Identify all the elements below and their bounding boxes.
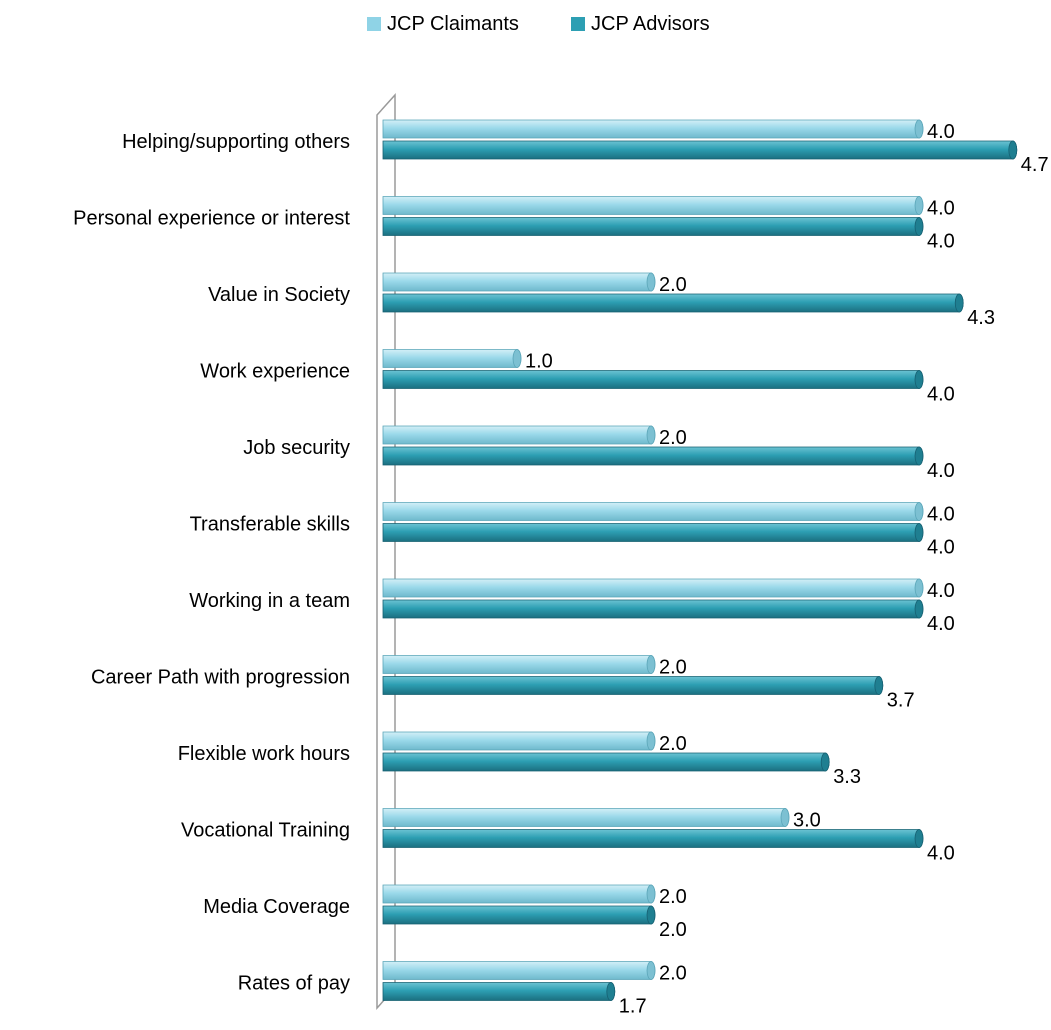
bar-jcp-advisors <box>382 829 924 848</box>
category-label: Value in Society <box>208 284 350 306</box>
data-label-jcp-advisors: 4.0 <box>927 231 955 253</box>
data-label-jcp-claimants: 4.0 <box>927 580 955 602</box>
bar-cap-jcp-advisors <box>914 446 924 466</box>
bar-jcp-advisors <box>382 446 924 466</box>
category-label: Helping/supporting others <box>122 131 350 153</box>
bar-cap-jcp-advisors <box>874 676 884 695</box>
category-label: Personal experience or interest <box>73 208 350 230</box>
data-labels: 4.0 4.7 4.0 4.0 2.0 4.3 1.0 4.0 2.0 4.0 4.0 4.0 4.0 4… <box>525 121 1049 1018</box>
category-label: Working in a team <box>189 590 350 612</box>
legend-label-jcp-claimants: JCP Claimants <box>387 13 519 35</box>
bar-cap-jcp-claimants <box>914 196 924 215</box>
bar-cap-jcp-claimants <box>646 655 656 674</box>
bar-jcp-advisors <box>382 523 924 542</box>
bar-cap-jcp-claimants <box>914 119 924 139</box>
bar-cap-jcp-claimants <box>646 731 656 751</box>
bar-jcp-claimants <box>382 349 522 368</box>
data-label-jcp-advisors: 3.7 <box>887 690 915 712</box>
category-label: Career Path with progression <box>91 667 350 689</box>
bar-cap-jcp-claimants <box>512 349 522 368</box>
bar-cap-jcp-advisors <box>820 752 830 772</box>
bar-cap-jcp-advisors <box>646 905 656 925</box>
category-axis: Helping/supporting others Personal experi… <box>73 93 396 1010</box>
data-label-jcp-advisors: 4.0 <box>927 613 955 635</box>
bar-cap-jcp-claimants <box>646 961 656 980</box>
data-label-jcp-claimants: 4.0 <box>927 198 955 220</box>
bar-cap-jcp-claimants <box>646 425 656 445</box>
category-label: Media Coverage <box>203 896 350 918</box>
bar-jcp-claimants <box>382 961 656 980</box>
data-label-jcp-claimants: 2.0 <box>659 657 687 679</box>
bar-jcp-claimants <box>382 425 656 445</box>
bar-jcp-claimants <box>382 272 656 292</box>
bar-cap-jcp-advisors <box>954 293 964 313</box>
bar-jcp-advisors <box>382 217 924 236</box>
bar-cap-jcp-advisors <box>914 370 924 389</box>
data-label-jcp-claimants: 2.0 <box>659 427 687 449</box>
bar-cap-jcp-advisors <box>914 599 924 619</box>
bar-jcp-advisors <box>382 676 884 695</box>
data-label-jcp-claimants: 2.0 <box>659 963 687 985</box>
data-label-jcp-claimants: 4.0 <box>927 121 955 143</box>
bar-cap-jcp-claimants <box>646 272 656 292</box>
bar-cap-jcp-claimants <box>780 808 790 827</box>
bar-jcp-advisors <box>382 752 830 772</box>
data-label-jcp-advisors: 2.0 <box>659 919 687 941</box>
data-label-jcp-advisors: 4.0 <box>927 460 955 482</box>
category-label: Transferable skills <box>190 514 350 536</box>
bar-jcp-advisors <box>382 140 1018 160</box>
data-label-jcp-advisors: 4.3 <box>967 307 995 329</box>
data-label-jcp-claimants: 2.0 <box>659 886 687 908</box>
bar-cap-jcp-advisors <box>914 829 924 848</box>
bar-cap-jcp-advisors <box>914 523 924 542</box>
bars <box>382 119 1018 1001</box>
data-label-jcp-advisors: 3.3 <box>833 766 861 788</box>
bar-jcp-advisors <box>382 905 656 925</box>
data-label-jcp-claimants: 2.0 <box>659 274 687 296</box>
category-label: Rates of pay <box>238 973 350 995</box>
data-label-jcp-claimants: 2.0 <box>659 733 687 755</box>
bar-cap-jcp-claimants <box>646 884 656 904</box>
data-label-jcp-advisors: 1.7 <box>619 996 647 1018</box>
bar-jcp-claimants <box>382 655 656 674</box>
category-label: Job security <box>243 437 350 459</box>
legend: JCP Claimants JCP Advisors <box>367 13 710 35</box>
bar-jcp-claimants <box>382 196 924 215</box>
legend-swatch-jcp-claimants <box>367 17 381 31</box>
category-label: Flexible work hours <box>178 743 350 765</box>
data-label-jcp-advisors: 4.0 <box>927 537 955 559</box>
bar-jcp-advisors <box>382 982 616 1001</box>
bar-jcp-claimants <box>382 731 656 751</box>
data-label-jcp-advisors: 4.0 <box>927 843 955 865</box>
bar-cap-jcp-claimants <box>914 578 924 598</box>
bar-jcp-claimants <box>382 808 790 827</box>
bar-cap-jcp-claimants <box>914 502 924 521</box>
data-label-jcp-claimants: 4.0 <box>927 504 955 526</box>
category-label: Work experience <box>200 361 350 383</box>
bar-jcp-claimants <box>382 119 924 139</box>
bar-cap-jcp-advisors <box>606 982 616 1001</box>
category-label: Vocational Training <box>181 820 350 842</box>
data-label-jcp-claimants: 1.0 <box>525 351 553 373</box>
data-label-jcp-advisors: 4.0 <box>927 384 955 406</box>
bar-jcp-claimants <box>382 578 924 598</box>
bar-jcp-advisors <box>382 370 924 389</box>
bar-jcp-advisors <box>382 599 924 619</box>
legend-swatch-jcp-advisors <box>571 17 585 31</box>
bar-jcp-claimants <box>382 884 656 904</box>
data-label-jcp-claimants: 3.0 <box>793 810 821 832</box>
bar-jcp-advisors <box>382 293 964 313</box>
bar-cap-jcp-advisors <box>914 217 924 236</box>
bar-jcp-claimants <box>382 502 924 521</box>
data-label-jcp-advisors: 4.7 <box>1021 154 1049 176</box>
legend-label-jcp-advisors: JCP Advisors <box>591 13 710 35</box>
bar-cap-jcp-advisors <box>1008 140 1018 160</box>
